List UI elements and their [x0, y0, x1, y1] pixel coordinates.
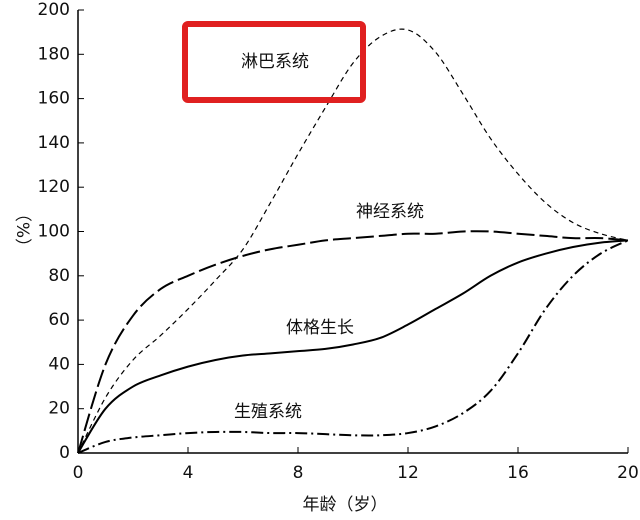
- y-tick-label: 20: [48, 399, 70, 419]
- x-tick-label: 4: [183, 463, 194, 483]
- series-label: 淋巴系统: [241, 52, 309, 72]
- x-axis-label: 年龄（岁）: [303, 495, 388, 515]
- y-tick-label: 180: [38, 44, 70, 64]
- y-tick-label: 140: [38, 133, 70, 153]
- y-axis-label: （%）: [12, 205, 32, 255]
- series-line: [77, 239, 629, 454]
- y-tick-label: 0: [59, 443, 70, 463]
- y-tick-label: 40: [48, 354, 70, 374]
- x-tick-label: 0: [73, 463, 84, 483]
- series-label: 神经系统: [356, 202, 424, 222]
- series-line: [77, 230, 629, 454]
- y-tick-label: 80: [48, 266, 70, 286]
- y-tick-label: 60: [48, 310, 70, 330]
- y-tick-label: 100: [38, 222, 70, 242]
- x-tick-label: 12: [397, 463, 419, 483]
- series-label: 生殖系统: [234, 402, 302, 422]
- x-tick-label: 8: [293, 463, 304, 483]
- y-tick-label: 120: [38, 177, 70, 197]
- y-tick-label: 160: [38, 89, 70, 109]
- x-tick-label: 20: [617, 463, 639, 483]
- y-tick-label: 200: [38, 0, 70, 20]
- series-label: 体格生长: [286, 318, 354, 338]
- highlight-box: [182, 21, 366, 103]
- series-line: [77, 239, 629, 454]
- series-line: [77, 28, 629, 454]
- x-tick-label: 16: [507, 463, 529, 483]
